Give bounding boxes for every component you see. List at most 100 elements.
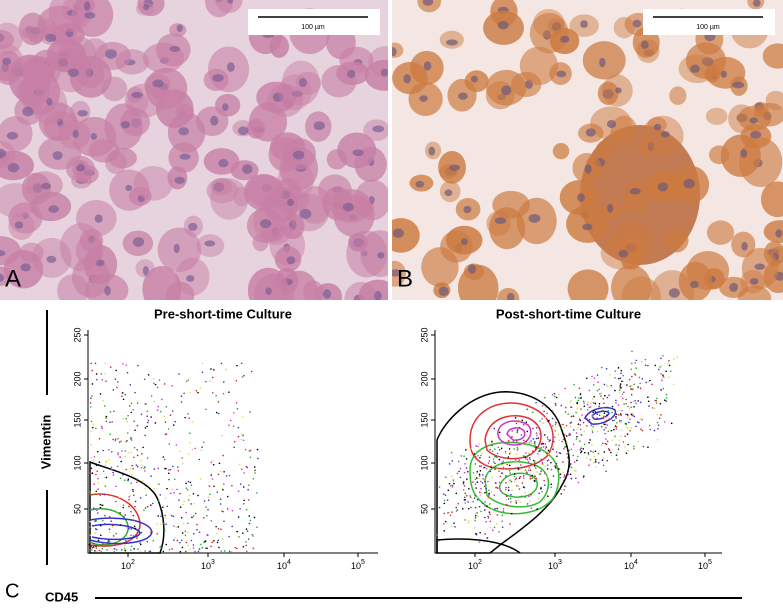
event-dot (486, 505, 488, 508)
event-dot (481, 502, 484, 505)
event-dot (588, 406, 591, 409)
event-dot (203, 441, 205, 444)
event-dot (565, 406, 567, 409)
event-dot (511, 489, 513, 491)
event-dot (93, 456, 96, 458)
event-dot (569, 473, 572, 476)
event-dot (253, 471, 256, 473)
event-dot (465, 458, 468, 460)
event-dot (165, 406, 168, 408)
event-dot (567, 456, 570, 458)
event-dot (126, 371, 129, 374)
event-dot (483, 485, 486, 488)
event-dot (89, 534, 92, 536)
event-dot (112, 471, 114, 474)
event-dot (125, 364, 128, 366)
event-dot (596, 430, 599, 433)
event-dot (665, 397, 668, 399)
event-dot (676, 356, 678, 359)
event-dot (541, 405, 544, 407)
event-dot (656, 438, 659, 441)
event-dot (543, 410, 545, 413)
event-dot (588, 418, 591, 421)
event-dot (112, 389, 115, 391)
event-dot (566, 453, 568, 455)
event-dot (188, 417, 190, 420)
tick-base: 10 (277, 561, 287, 571)
event-dot (219, 503, 222, 505)
event-dot (184, 550, 187, 553)
event-dot (607, 406, 609, 409)
event-dot (130, 528, 132, 530)
event-dot (619, 413, 622, 415)
event-dot (126, 420, 129, 423)
event-dot (615, 454, 618, 456)
nucleus (174, 176, 185, 184)
event-dot (241, 376, 244, 378)
event-dot (479, 450, 482, 453)
event-dot (614, 376, 616, 379)
nucleus (272, 92, 284, 102)
nucleus (48, 205, 59, 213)
event-dot (595, 461, 597, 463)
nucleus (607, 203, 614, 213)
event-dot (143, 378, 146, 381)
event-dot (238, 536, 240, 538)
event-dot (621, 393, 624, 395)
event-dot (510, 437, 512, 439)
event-dot (605, 470, 607, 473)
event-dot (641, 360, 643, 363)
event-dot (176, 488, 178, 491)
event-dot (88, 505, 91, 507)
event-dot (105, 380, 107, 382)
event-dot (161, 509, 163, 512)
event-dot (661, 378, 663, 381)
event-dot (209, 493, 211, 496)
event-dot (496, 455, 498, 458)
tick-exp: 5 (708, 559, 712, 566)
event-dot (162, 456, 165, 458)
event-dot (511, 436, 513, 438)
event-dot (448, 482, 451, 485)
event-dot (168, 478, 170, 481)
event-dot (502, 508, 505, 510)
event-dot (509, 497, 512, 500)
event-dot (627, 443, 629, 446)
event-dot (166, 487, 168, 490)
cells-a (0, 0, 388, 300)
event-dot (617, 404, 620, 406)
event-dot (110, 466, 113, 469)
event-dot (474, 463, 477, 465)
event-dot (474, 483, 477, 485)
event-dot (204, 540, 207, 542)
event-dot (476, 512, 479, 514)
event-dot (438, 506, 441, 509)
event-dot (526, 458, 529, 461)
event-dot (529, 469, 532, 471)
event-dot (629, 385, 632, 388)
event-dot (516, 449, 519, 451)
event-dot (256, 448, 259, 451)
event-dot (489, 449, 491, 451)
event-dot (165, 523, 167, 525)
event-dot (546, 436, 549, 439)
nucleus (120, 120, 131, 129)
event-dot (572, 415, 575, 417)
event-dot (464, 492, 466, 495)
event-dot (530, 507, 533, 509)
event-dot (648, 424, 651, 427)
cell (567, 269, 609, 300)
nucleus (0, 273, 5, 282)
event-dot (640, 418, 642, 420)
event-dot (502, 460, 504, 463)
event-dot (506, 495, 508, 498)
event-dot (512, 441, 515, 443)
event-dot (222, 488, 224, 491)
event-dot (242, 439, 245, 442)
event-dot (529, 475, 532, 478)
event-dot (480, 492, 483, 495)
event-dot (594, 466, 597, 468)
event-dot (493, 526, 496, 529)
event-dot (183, 392, 185, 395)
event-dot (462, 481, 465, 483)
